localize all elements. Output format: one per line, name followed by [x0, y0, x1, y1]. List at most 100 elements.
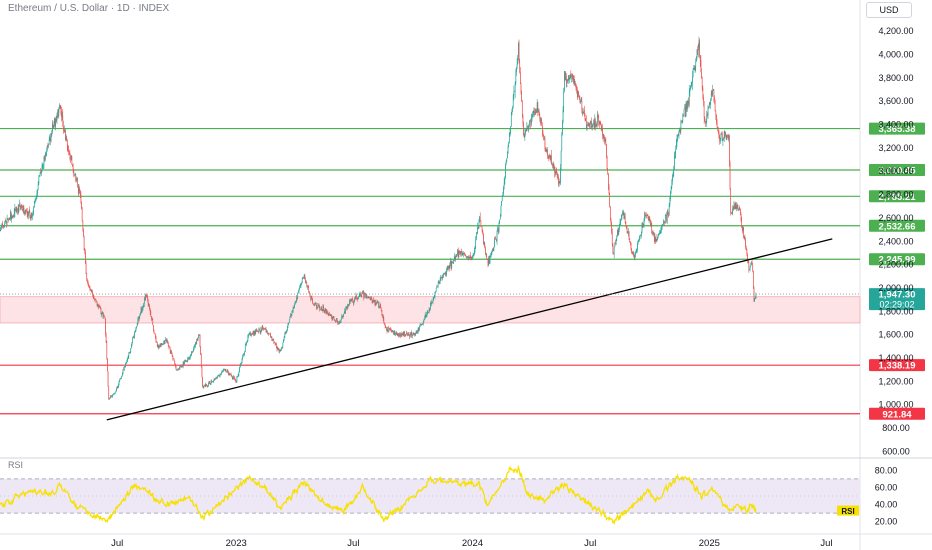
candle-body [635, 249, 637, 253]
candle [732, 206, 734, 211]
candle-body [732, 208, 734, 210]
candle-body [263, 329, 265, 330]
candle [607, 168, 609, 175]
candle [105, 318, 106, 337]
candle-body [752, 270, 754, 289]
candle-body [200, 354, 202, 367]
candle [382, 314, 383, 319]
candle-body [206, 384, 207, 386]
candle [442, 273, 444, 279]
candle-body [659, 231, 661, 234]
candle [359, 291, 361, 298]
candle-body [278, 348, 280, 352]
candle-body [519, 72, 521, 84]
candle-body [624, 215, 626, 222]
candle-body [202, 386, 204, 388]
candle [75, 173, 77, 183]
candle-body [676, 138, 678, 143]
candle [748, 261, 750, 273]
candle [560, 150, 562, 171]
candle-body [597, 115, 598, 125]
candle [418, 327, 420, 332]
price-axis[interactable]: 600.00800.001,000.001,200.001,400.001,60… [878, 26, 913, 456]
candle [608, 183, 610, 196]
candle-body [333, 316, 335, 320]
candle [349, 298, 350, 306]
candle [183, 361, 185, 366]
candle [459, 249, 460, 255]
candle-body [715, 111, 717, 115]
candle-body [169, 347, 171, 354]
candle-body [49, 137, 51, 140]
candle-body [727, 135, 729, 138]
candle-body [227, 370, 229, 373]
candle [231, 376, 233, 380]
candle-body [292, 307, 294, 310]
candle [340, 320, 341, 324]
candle-body [147, 296, 148, 300]
candle-body [72, 166, 74, 170]
candle-body [191, 351, 193, 353]
candle [367, 296, 369, 299]
candle [567, 75, 569, 84]
candle-body [754, 298, 756, 299]
ascending-trendline[interactable] [106, 238, 833, 421]
candle [63, 120, 64, 134]
candle-body [493, 247, 495, 251]
candle [173, 357, 174, 360]
candle-body [54, 118, 56, 126]
candle-body [110, 395, 112, 398]
candle [618, 227, 620, 236]
candle [728, 133, 730, 142]
candle-body [453, 260, 455, 263]
currency-button[interactable]: USD [866, 2, 912, 18]
candle [248, 332, 250, 336]
candle-body [307, 285, 308, 287]
candle [469, 254, 471, 259]
candle-body [75, 173, 77, 181]
candle [623, 211, 625, 220]
candle [215, 376, 217, 379]
candle [110, 394, 112, 398]
candle-body [414, 334, 416, 336]
candle-body [57, 112, 58, 116]
trendline[interactable] [106, 238, 833, 421]
candle-body [632, 251, 634, 253]
candle-body [431, 301, 433, 305]
candle [583, 108, 585, 114]
candle [415, 332, 416, 337]
candle-body [290, 314, 292, 316]
candle [648, 216, 650, 224]
candle [579, 95, 581, 104]
candle-body [230, 374, 232, 376]
candle-body [208, 383, 209, 386]
candle-body [17, 208, 19, 212]
candle-body [729, 162, 731, 189]
candle [44, 151, 46, 162]
candle-body [565, 76, 566, 80]
candle [592, 123, 594, 128]
candle-body [303, 277, 304, 279]
candle-body [725, 135, 727, 138]
candle-body [540, 117, 541, 123]
horizontal-levels[interactable]: 3,365.383,010.452,785.212,532.662,245.99… [0, 122, 925, 421]
candle-body [424, 314, 426, 319]
candle [518, 39, 520, 64]
candle-body [726, 135, 728, 138]
level-label: 2,245.99 [879, 255, 916, 266]
candle-body [20, 206, 22, 209]
candle [108, 386, 110, 400]
candle [132, 336, 134, 339]
candle-body [652, 231, 653, 233]
candle-body [705, 121, 706, 123]
candle-body [277, 348, 278, 350]
candle [707, 112, 708, 118]
candle-body [407, 333, 409, 336]
candle-body [271, 336, 273, 342]
time-axis[interactable]: Jul 2023 Jul 2024 Jul 2025 Jul [111, 538, 832, 549]
candle-body [713, 90, 715, 98]
candle [255, 328, 257, 333]
candle [371, 298, 373, 305]
candle-body [709, 103, 711, 105]
